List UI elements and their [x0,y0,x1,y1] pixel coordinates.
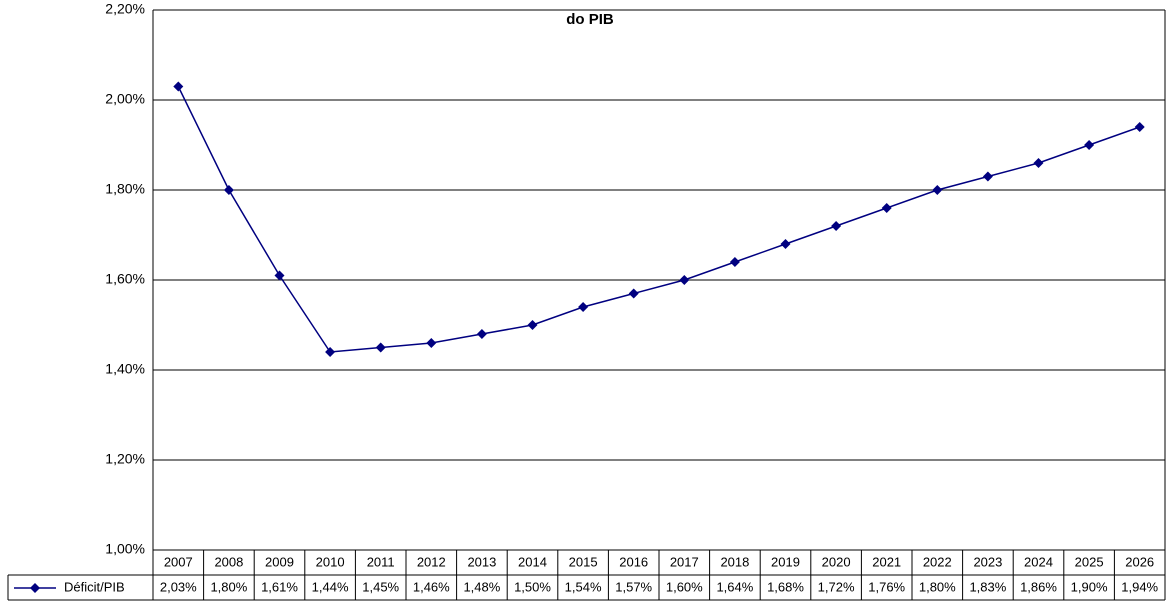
x-tick-label: 2023 [973,554,1002,569]
point-marker [881,203,892,213]
value-label: 1,68% [767,579,804,594]
value-label: 1,61% [261,579,298,594]
point-marker [375,342,386,353]
point-marker [173,81,184,92]
point-marker [831,221,842,231]
value-label: 1,86% [1020,579,1057,594]
x-tick-label: 2017 [670,554,699,569]
value-label: 1,54% [565,579,602,594]
point-marker [1084,140,1095,150]
point-marker [628,288,639,299]
y-tick-label: 1,40% [105,361,145,377]
value-label: 1,80% [919,579,956,594]
x-tick-label: 2012 [417,554,446,569]
x-tick-label: 2007 [164,554,193,569]
value-label: 1,57% [615,579,652,594]
x-tick-label: 2016 [619,554,648,569]
point-marker [932,185,943,195]
point-marker [729,257,740,267]
y-tick-label: 1,20% [105,451,145,467]
x-tick-label: 2013 [467,554,496,569]
y-tick-label: 2,20% [105,1,145,17]
x-tick-label: 2008 [214,554,243,569]
value-label: 1,72% [818,579,855,594]
point-marker [527,320,538,330]
value-label: 1,90% [1071,579,1108,594]
value-label: 1,64% [716,579,753,594]
x-tick-label: 2022 [923,554,952,569]
value-label: 2,03% [160,579,197,594]
x-tick-label: 2020 [822,554,851,569]
point-marker [325,347,336,357]
legend-marker [30,583,40,593]
point-marker [578,302,589,312]
x-tick-label: 2018 [720,554,749,569]
value-label: 1,44% [312,579,349,594]
point-marker [426,338,437,348]
point-marker [679,275,690,285]
x-tick-label: 2021 [872,554,901,569]
x-tick-label: 2014 [518,554,547,569]
x-tick-label: 2025 [1075,554,1104,569]
x-tick-label: 2024 [1024,554,1053,569]
value-label: 1,46% [413,579,450,594]
value-label: 1,60% [666,579,703,594]
point-marker [274,270,285,281]
point-marker [780,239,791,249]
legend-label: Déficit/PIB [64,579,125,594]
y-tick-label: 1,00% [105,541,145,557]
point-marker [982,171,993,182]
value-label: 1,83% [969,579,1006,594]
point-marker [1134,122,1145,132]
point-marker [1033,158,1044,168]
x-tick-label: 2019 [771,554,800,569]
y-tick-label: 2,00% [105,91,145,107]
x-tick-label: 2009 [265,554,294,569]
chart-title: do PIB [566,11,614,28]
value-label: 1,80% [210,579,247,594]
value-label: 1,94% [1121,579,1158,594]
y-tick-label: 1,60% [105,271,145,287]
x-tick-label: 2010 [316,554,345,569]
value-label: 1,76% [868,579,905,594]
point-marker [476,329,487,339]
y-tick-label: 1,80% [105,181,145,197]
value-label: 1,45% [362,579,399,594]
x-tick-label: 2015 [569,554,598,569]
value-label: 1,48% [463,579,500,594]
series-line [177,86,1140,353]
x-tick-label: 2011 [367,554,395,569]
x-tick-label: 2026 [1125,554,1154,569]
value-label: 1,50% [514,579,551,594]
point-marker [223,185,234,195]
